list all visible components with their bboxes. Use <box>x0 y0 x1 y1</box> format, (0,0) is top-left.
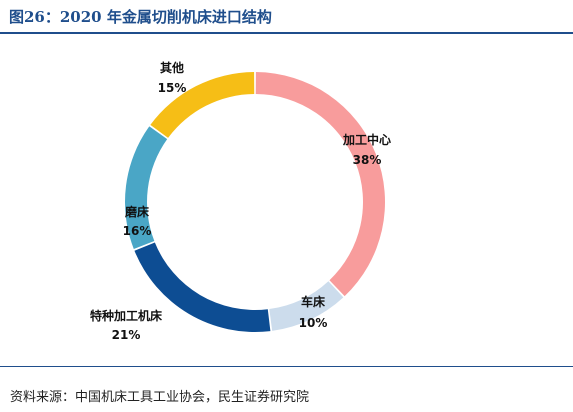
chart-title: 图26：2020 年金属切削机床进口结构 <box>9 8 272 26</box>
slice-value-3: 21% <box>112 328 141 342</box>
slice-3 <box>134 242 271 332</box>
slice-label-4: 磨床 <box>124 204 150 219</box>
footer-divider <box>0 366 573 367</box>
title-divider <box>0 32 573 34</box>
slice-4 <box>125 126 168 250</box>
slice-value-4: 16% <box>123 224 152 238</box>
slice-value-5: 15% <box>158 81 187 95</box>
slice-label-3: 特种加工机床 <box>90 308 163 323</box>
slice-value-2: 10% <box>299 316 328 330</box>
slice-5 <box>150 72 255 138</box>
slice-label-5: 其他 <box>160 60 184 75</box>
slice-label-2: 车床 <box>301 294 326 309</box>
donut-chart: 加工中心 38% 车床 10% 特种加工机床 21% 磨床 16% 其他 15% <box>90 60 391 342</box>
slice-value-1: 38% <box>353 153 382 167</box>
slice-label-1: 加工中心 <box>342 132 391 147</box>
slice-2 <box>269 281 344 331</box>
slice-1 <box>255 72 385 297</box>
source-note: 资料来源：中国机床工具工业协会，民生证券研究院 <box>10 390 310 405</box>
